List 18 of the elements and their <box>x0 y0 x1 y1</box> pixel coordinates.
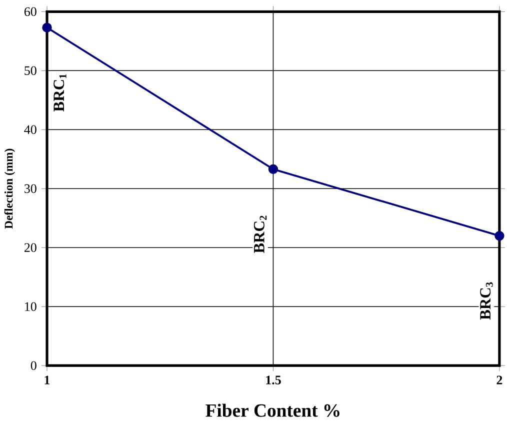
annotation: BRC$_{1}$ <box>54 74 66 112</box>
y-tick-label: 0 <box>30 361 36 370</box>
x-axis-title: Fiber Content % <box>206 404 340 417</box>
y-axis-title: Deflection (mm) <box>4 148 16 229</box>
x-tick-label: 1 <box>44 376 50 384</box>
point <box>42 22 52 32</box>
y-tick-label: 30 <box>24 184 36 193</box>
point <box>494 230 504 241</box>
annotation: BRC$_{2}$ <box>254 216 267 253</box>
x-tick-label: 1.5 <box>266 376 281 384</box>
y-tick-label: 10 <box>25 302 36 311</box>
y-tick-label: 20 <box>24 243 36 252</box>
y-tick-label: 60 <box>24 7 36 16</box>
y-tick-label: 50 <box>24 66 36 75</box>
y-tick-label: 40 <box>24 125 36 134</box>
point <box>268 164 278 174</box>
x-tick-label: 2 <box>496 376 502 384</box>
annotation: BRC$_{3}$ <box>480 282 493 320</box>
